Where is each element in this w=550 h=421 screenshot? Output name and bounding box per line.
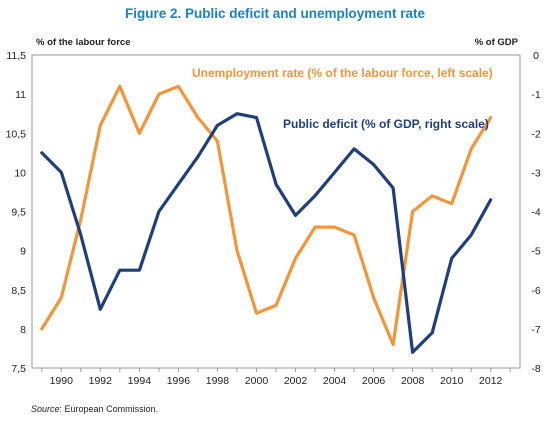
y-left-tick-label: 8,5	[11, 285, 26, 297]
y-axis-right-label: % of GDP	[474, 37, 518, 48]
x-tick-label: 1996	[167, 375, 191, 387]
y-right-tick-label: -7	[531, 324, 540, 336]
series-lines	[40, 84, 493, 354]
legend-label-deficit: Public deficit (% of GDP, right scale)	[283, 117, 489, 131]
y-right-ticks: -8 -7 -6 -5 -4 -3 -2 -1 0	[531, 50, 540, 375]
y-axis-left-label: % of the labour force	[36, 37, 131, 48]
y-right-tick-label: -8	[531, 363, 540, 375]
legend-label-unemployment: Unemployment rate (% of the labour force…	[192, 66, 493, 80]
y-right-tick-label: -5	[531, 246, 540, 258]
source-note: Source: European Commission.	[31, 404, 158, 414]
x-tick-label: 1992	[89, 375, 113, 387]
x-tick-label: 2000	[245, 375, 269, 387]
y-right-tick-label: -1	[531, 89, 540, 101]
source-label: Source	[31, 404, 60, 414]
y-right-tick-label: -6	[531, 285, 540, 297]
y-left-tick-label: 7,5	[11, 363, 26, 375]
unemployment-rate-line	[40, 84, 493, 347]
x-tick-label: 1990	[50, 375, 74, 387]
y-right-tick-label: -3	[531, 167, 540, 179]
y-right-tick-label: 0	[533, 50, 539, 62]
y-left-tick-label: 11,5	[6, 50, 26, 62]
chart-title: Figure 2. Public deficit and unemploymen…	[124, 6, 426, 21]
x-tick-label: 2008	[401, 375, 425, 387]
y-left-tick-label: 9,5	[11, 207, 26, 219]
y-left-tick-label: 11	[15, 89, 26, 101]
x-ticks: 1990 1992 1994 1996 1998 2000 2002 2004 2006 2008…	[41, 368, 511, 387]
x-tick-label: 2004	[323, 375, 347, 387]
x-tick-label: 1994	[128, 375, 152, 387]
source-text: : European Commission.	[59, 404, 159, 414]
x-tick-label: 2002	[284, 375, 308, 387]
plot-area	[31, 54, 521, 369]
y-left-tick-label: 10,5	[6, 128, 27, 140]
y-left-tick-label: 9	[20, 246, 26, 258]
y-left-ticks: 7,5 8 8,5 9 9,5 10 10,5 11 11,5	[6, 50, 27, 375]
x-tick-label: 2012	[479, 375, 503, 387]
y-right-tick-label: -2	[531, 128, 540, 140]
x-tick-label: 2010	[440, 375, 464, 387]
y-right-tick-label: -4	[531, 207, 540, 219]
y-left-tick-label: 10	[14, 167, 26, 179]
y-left-tick-label: 8	[20, 324, 26, 336]
x-tick-label: 1998	[206, 375, 230, 387]
public-deficit-line	[40, 112, 493, 354]
x-tick-label: 2006	[362, 375, 386, 387]
